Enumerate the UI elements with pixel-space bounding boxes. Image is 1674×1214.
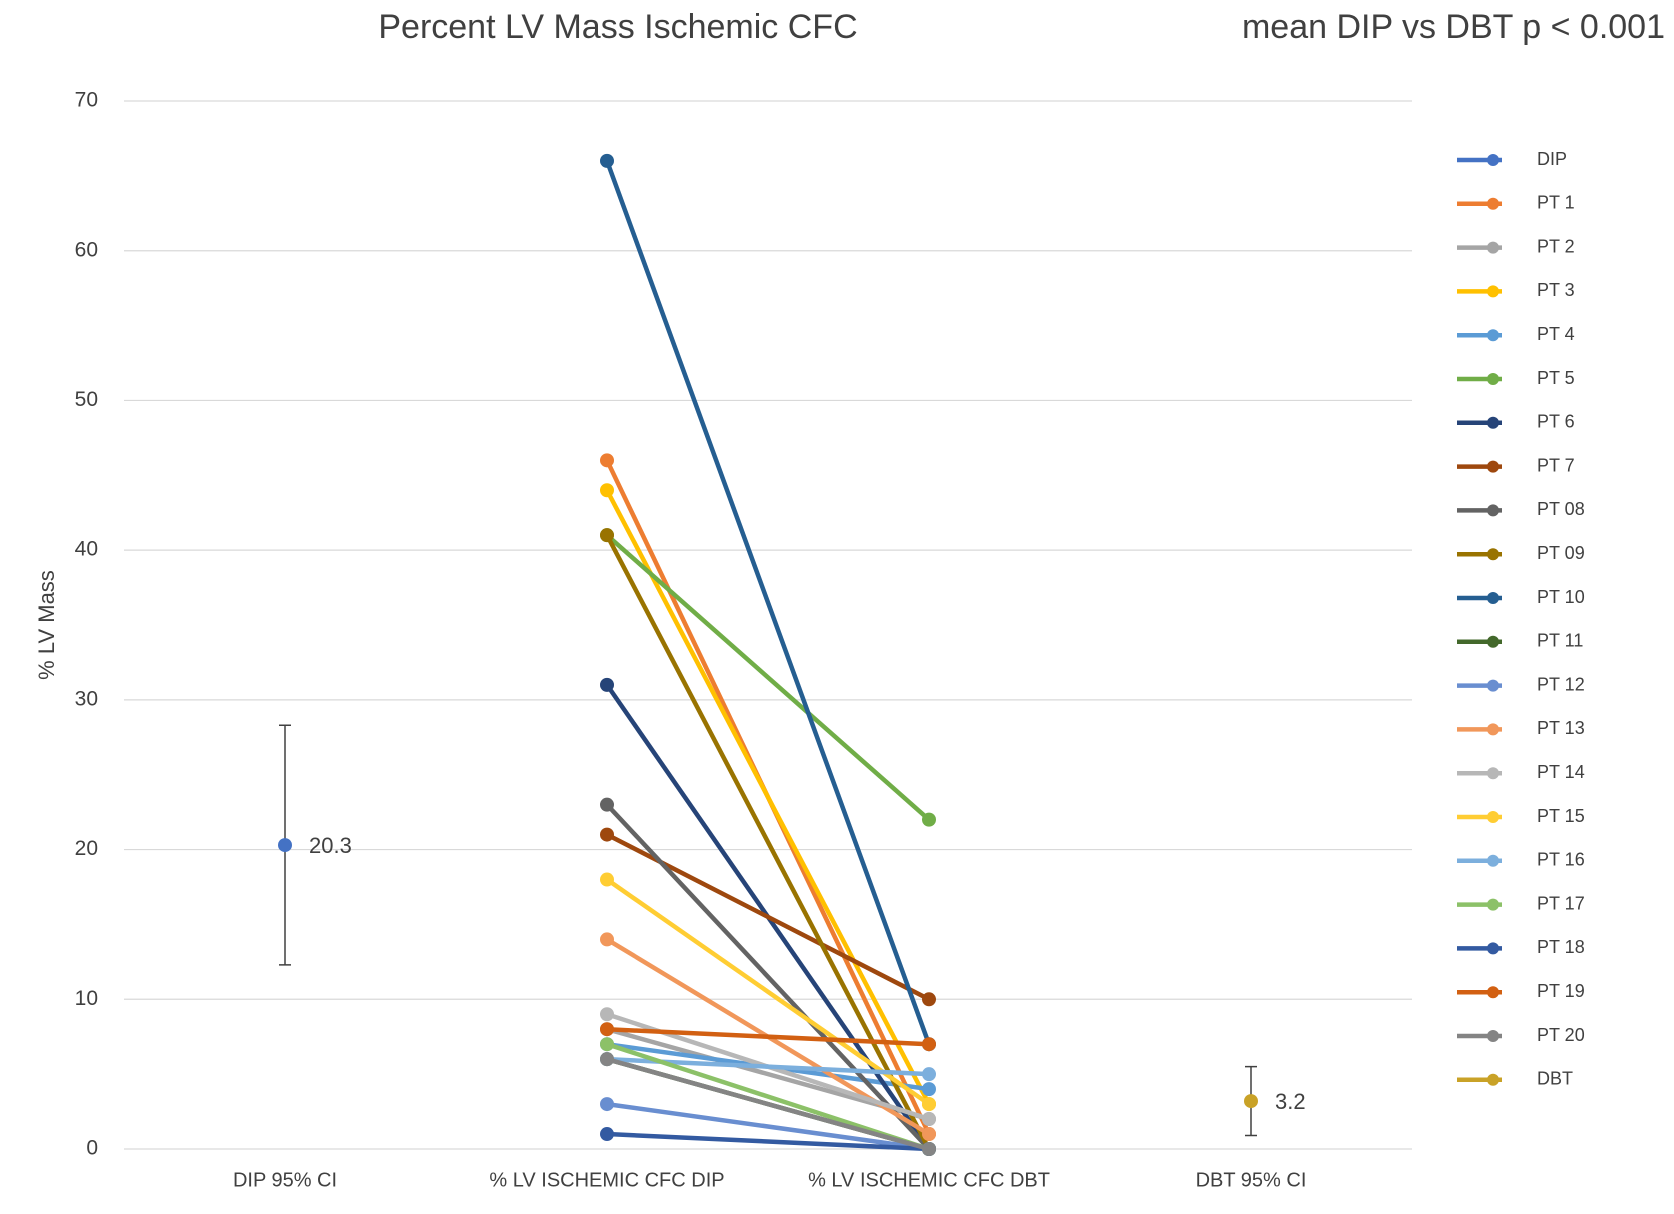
series-line [604,160,932,1045]
data-point [278,838,292,853]
legend-label: PT 3 [1537,280,1575,300]
legend-marker [1487,679,1499,692]
legend-marker [1487,416,1499,429]
legend-label: PT 14 [1537,762,1585,782]
data-point [600,528,614,543]
legend-marker [1487,898,1499,911]
data-point [600,1097,614,1112]
y-axis-label: % LV Mass [34,570,59,680]
data-point [922,1112,936,1127]
data-point [600,872,614,887]
legend-label: PT 6 [1537,412,1575,432]
series-line [605,534,931,1151]
legend-marker [1487,460,1499,473]
series-line [606,1057,930,1152]
data-point [600,827,614,842]
y-tick-label: 20 [75,837,98,860]
legend-marker [1487,285,1499,298]
data-point [922,1037,936,1052]
series-line [605,803,931,1151]
series-line [605,533,931,822]
legend-label: PT 09 [1537,543,1585,563]
data-point [922,812,936,827]
data-point [600,1022,614,1037]
data-label: 20.3 [309,833,352,858]
legend-marker [1487,329,1499,342]
legend-marker [1487,811,1499,823]
legend-marker [1487,154,1499,166]
legend-label: PT 2 [1537,236,1575,256]
data-point [600,932,614,947]
legend-marker [1487,986,1499,999]
legend-marker [1487,942,1499,955]
series-line [606,1131,930,1152]
data-point [922,1067,936,1082]
data-point [600,1127,614,1142]
legend-label: PT 10 [1537,587,1585,607]
y-tick-label: 10 [75,987,98,1010]
data-point [600,453,614,468]
legend-label: PT 18 [1537,937,1585,957]
legend-label: PT 17 [1537,893,1585,913]
data-point [600,153,614,168]
legend-label: DBT [1537,1069,1573,1089]
legend-label: DIP [1537,149,1567,169]
legend-label: PT 15 [1537,806,1585,826]
y-tick-label: 30 [75,687,98,710]
y-tick-label: 60 [75,238,98,261]
legend-label: PT 4 [1537,324,1575,344]
legend-label: PT 08 [1537,499,1585,519]
legend-marker [1487,241,1499,254]
y-tick-label: 70 [75,89,98,112]
x-tick-label: DBT 95% CI [1196,1169,1307,1191]
legend-label: PT 13 [1537,718,1585,738]
data-point [922,1142,936,1156]
series-line [605,489,931,1106]
chart-subtitle: mean DIP vs DBT p < 0.001 [1242,8,1665,46]
data-point [600,797,614,812]
legend-label: PT 12 [1537,674,1585,694]
y-tick-label: 50 [75,388,98,411]
legend-marker [1487,723,1499,736]
legend-label: PT 11 [1537,631,1583,651]
data-label: 3.2 [1275,1089,1306,1114]
series-line [606,1026,930,1047]
legend-marker [1487,504,1499,517]
data-point [922,1127,936,1142]
x-tick-label: DIP 95% CI [233,1169,337,1191]
legend-marker [1487,635,1499,648]
data-point [922,1082,936,1097]
x-tick-label: % LV ISCHEMIC CFC DBT [808,1169,1050,1191]
y-tick-label: 0 [86,1137,98,1160]
data-point [600,483,614,498]
y-tick-label: 40 [75,538,98,561]
series-line [606,1101,930,1152]
series-line [606,1042,930,1152]
legend-marker [1487,592,1499,604]
legend-marker [1487,1030,1499,1042]
legend-label: PT 5 [1537,368,1575,388]
data-point [600,1037,614,1052]
legend-label: PT 1 [1537,193,1575,213]
legend-marker [1487,854,1499,867]
data-point [1244,1094,1258,1109]
series-line [605,877,931,1106]
data-point [600,1007,614,1022]
data-point [600,1052,614,1067]
legend-label: PT 20 [1537,1025,1585,1045]
legend-marker [1487,767,1499,780]
chart-title: Percent LV Mass Ischemic CFC [378,8,857,46]
legend-marker [1487,548,1499,561]
legend-marker [1487,197,1499,210]
data-point [922,1097,936,1112]
data-point [600,677,614,692]
x-tick-label: % LV ISCHEMIC CFC DIP [489,1169,724,1191]
legend-marker [1487,373,1499,385]
legend-label: PT 16 [1537,850,1585,870]
legend-marker [1487,1073,1499,1086]
legend-label: PT 19 [1537,981,1585,1001]
data-point [922,992,936,1007]
legend-label: PT 7 [1537,455,1575,475]
